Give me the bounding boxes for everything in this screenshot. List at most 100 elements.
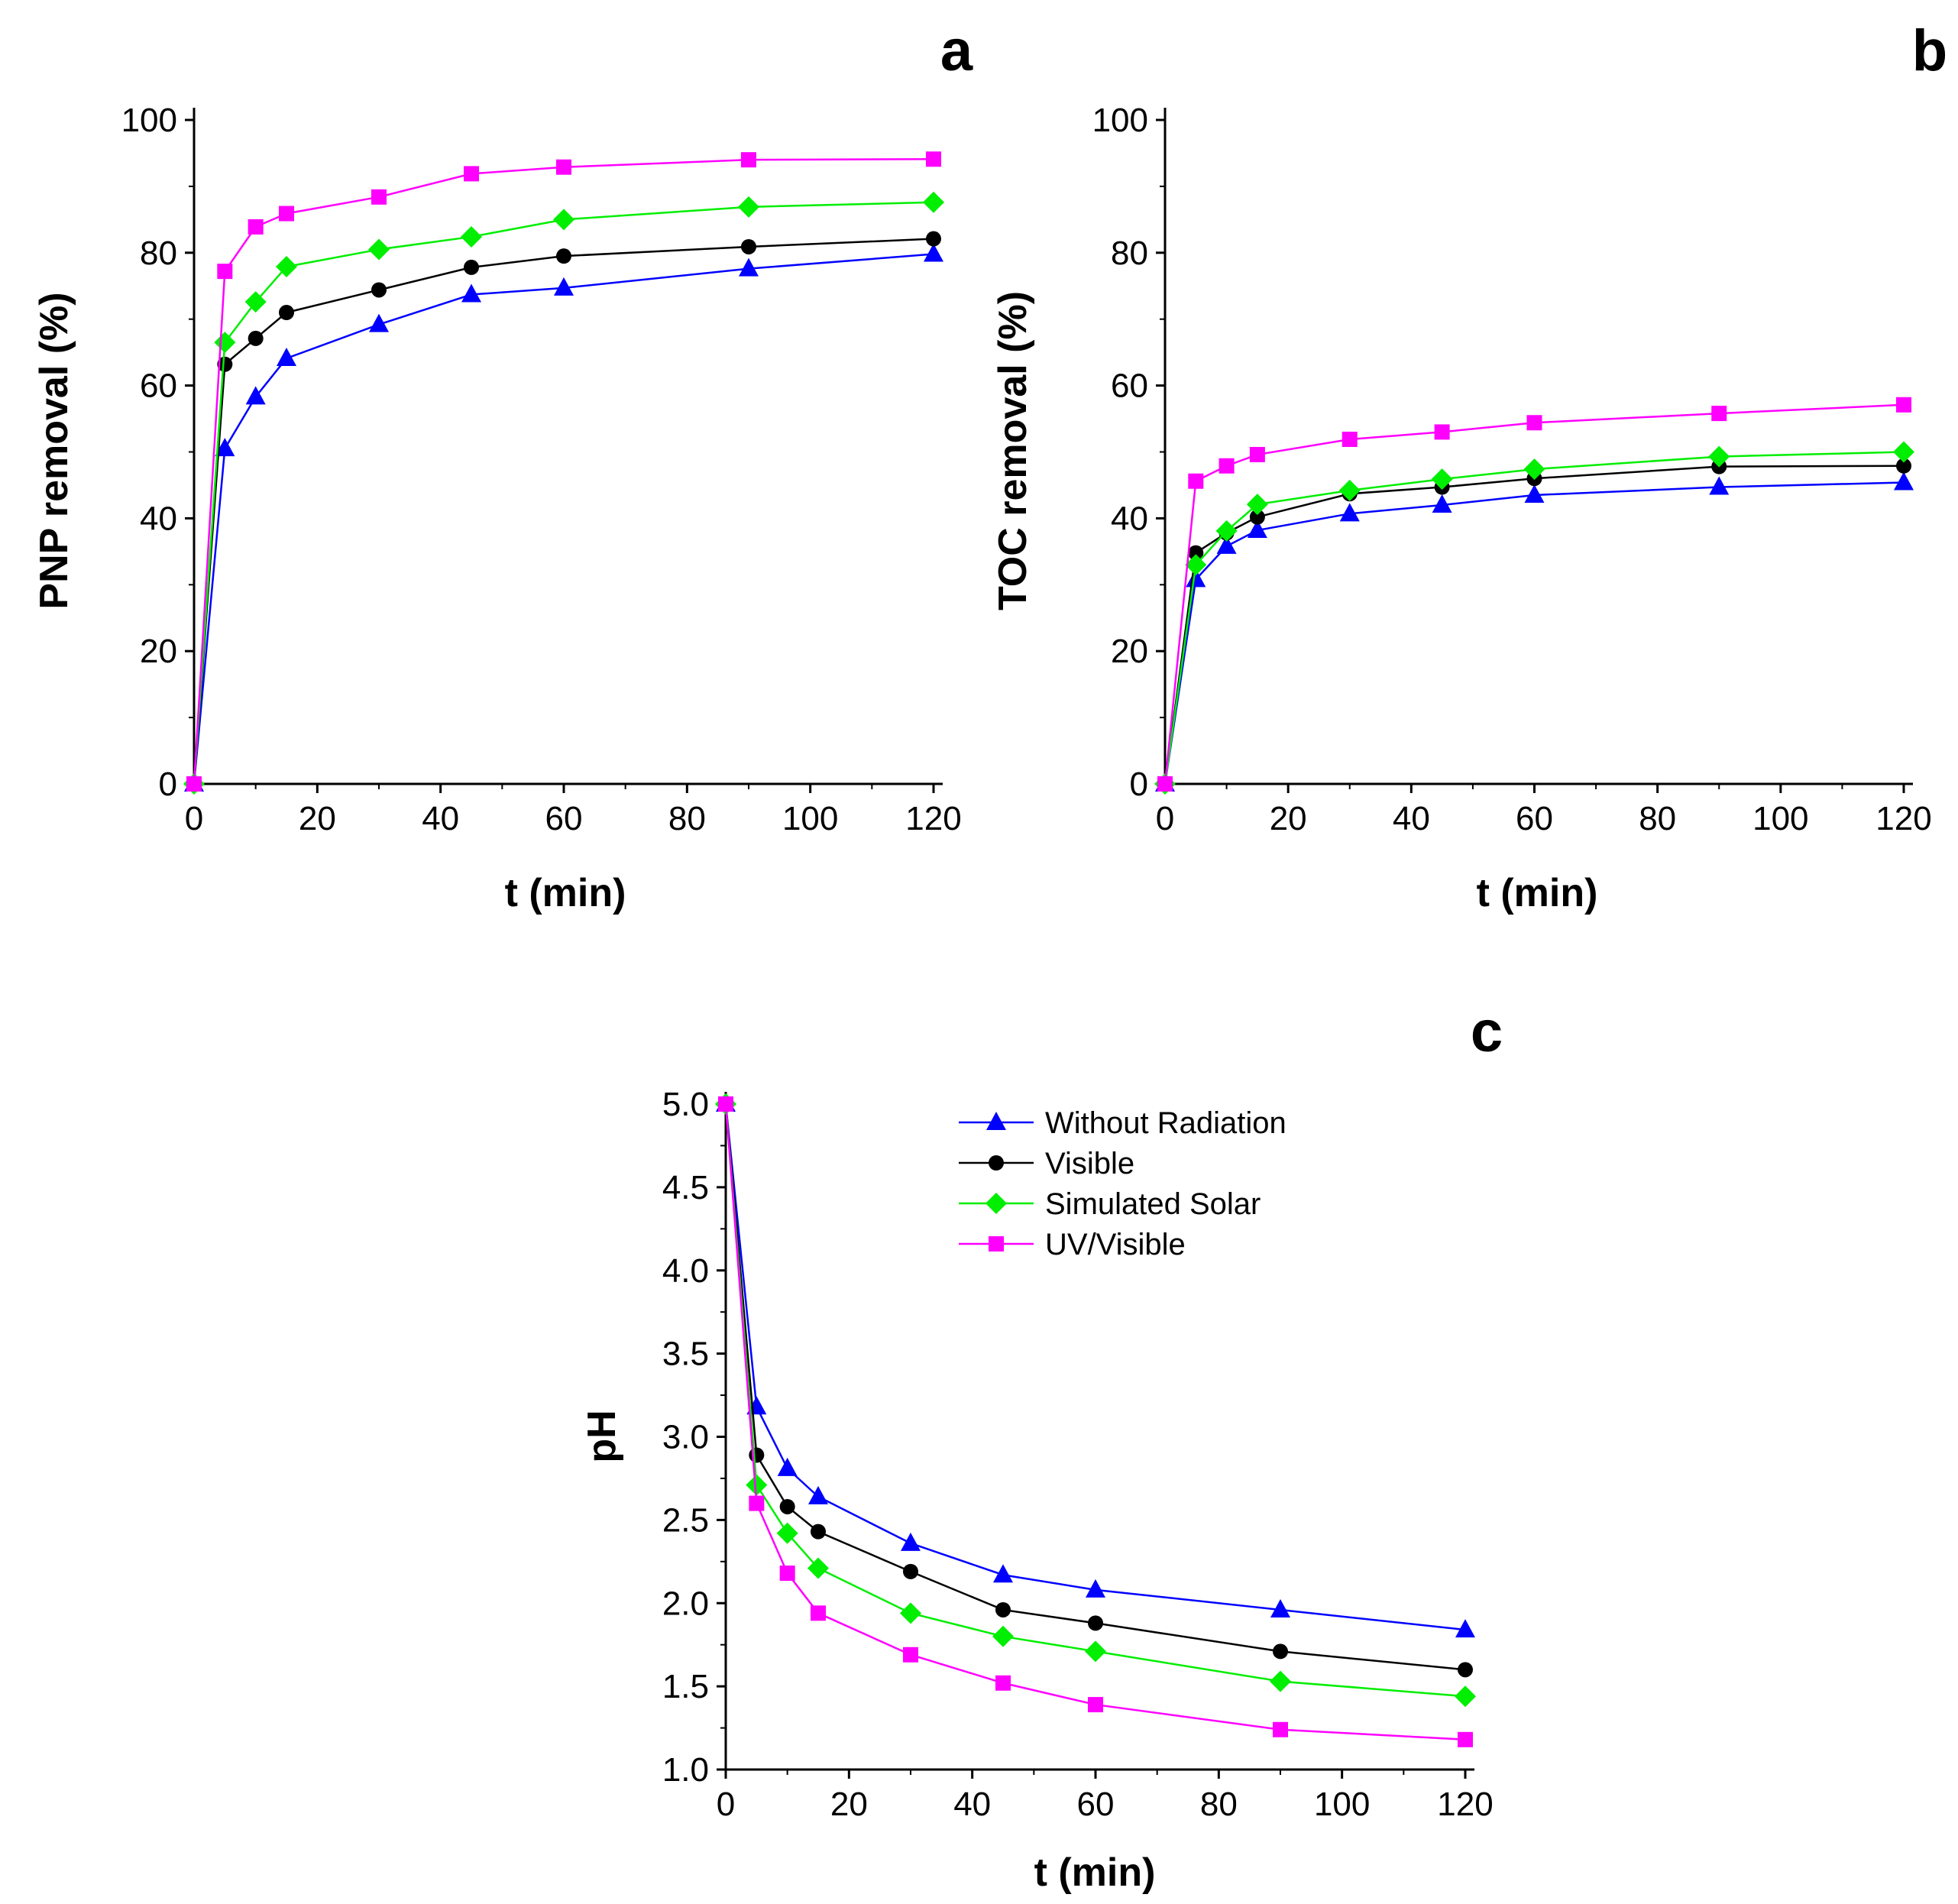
y-tick-label: 5.0	[662, 1086, 709, 1123]
x-tick-label: 20	[299, 800, 336, 837]
data-point-without_radiation	[1709, 476, 1730, 495]
x-tick-label: 40	[1393, 800, 1430, 837]
legend-label: Without Radiation	[1045, 1106, 1286, 1140]
data-point-simulated_solar	[1215, 520, 1238, 542]
data-point-without_radiation	[1432, 494, 1452, 513]
panel-c-chart: 0 20 40 60 80 100 120 1.0 1.5 2.0 2.5 3.0 3.5 4.0 4.5 5…	[580, 999, 1503, 1895]
data-point-uv_visible	[779, 1566, 795, 1582]
y-tick-label: 2.0	[662, 1585, 709, 1622]
data-point-simulated_solar	[776, 1522, 798, 1544]
x-tick-label: 0	[1156, 800, 1174, 837]
data-point-uv_visible	[903, 1647, 918, 1663]
y-tick-label: 100	[1092, 102, 1148, 139]
x-tick-label: 60	[1516, 800, 1553, 837]
data-point-visible	[1088, 1615, 1103, 1631]
data-point-without_radiation	[746, 1396, 767, 1415]
data-point-uv_visible	[1273, 1721, 1288, 1737]
data-point-uv_visible	[1526, 415, 1542, 431]
legend-item-uv_visible: UV/Visible	[959, 1228, 1186, 1261]
x-tick-label: 40	[953, 1786, 991, 1823]
data-point-visible	[1273, 1643, 1288, 1660]
y-tick-label: 20	[140, 633, 177, 670]
x-tick-label: 40	[422, 800, 459, 837]
data-point-simulated_solar	[1270, 1670, 1291, 1692]
legend: Without Radiation Visible Simulated Solar U…	[959, 1106, 1286, 1261]
data-point-without_radiation	[461, 283, 481, 303]
data-point-visible	[464, 259, 479, 275]
data-point-simulated_solar	[1246, 494, 1268, 516]
data-point-without_radiation	[993, 1564, 1013, 1583]
data-point-uv_visible	[186, 776, 202, 792]
legend-marker-visible	[989, 1155, 1004, 1171]
data-point-simulated_solar	[807, 1557, 829, 1579]
data-point-visible	[1188, 545, 1204, 561]
y-tick-label: 4.0	[662, 1252, 709, 1290]
x-tick-label: 80	[668, 800, 706, 837]
x-tick-label: 100	[1752, 800, 1808, 837]
data-point-without_radiation	[924, 243, 943, 262]
data-point-visible	[811, 1524, 826, 1540]
data-point-uv_visible	[1896, 397, 1911, 413]
data-point-visible	[248, 330, 264, 346]
data-point-uv_visible	[1458, 1731, 1473, 1747]
y-tick-label: 4.5	[662, 1169, 709, 1206]
data-point-uv_visible	[217, 264, 233, 280]
x-tick-label: 20	[830, 1786, 868, 1823]
data-point-without_radiation	[1086, 1579, 1105, 1598]
legend-label: Simulated Solar	[1045, 1187, 1261, 1221]
data-point-uv_visible	[1088, 1697, 1103, 1713]
x-tick-label: 80	[1639, 800, 1676, 837]
x-axis-title: t (min)	[1477, 871, 1598, 915]
y-tick-label: 1.5	[662, 1668, 709, 1705]
y-tick-label: 1.0	[662, 1751, 709, 1789]
x-tick-label: 60	[1077, 1786, 1115, 1823]
data-point-uv_visible	[1249, 446, 1265, 462]
data-point-uv_visible	[371, 189, 387, 205]
data-point-without_radiation	[777, 1457, 798, 1476]
y-tick-label: 80	[1111, 235, 1148, 272]
data-point-simulated_solar	[738, 196, 759, 218]
data-point-without_radiation	[901, 1532, 921, 1551]
data-point-simulated_solar	[1523, 458, 1545, 481]
y-axis-title: TOC removal (%)	[991, 291, 1035, 610]
panel-a-chart: 0 20 40 60 80 100 120 0 20 40 60 80 100 t (min) PNP re…	[32, 18, 973, 915]
data-point-uv_visible	[995, 1675, 1011, 1691]
data-point-without_radiation	[1524, 484, 1545, 503]
panel-label: a	[940, 18, 973, 83]
y-axis-title: PNP removal (%)	[32, 292, 76, 609]
legend-marker-simulated_solar	[985, 1193, 1007, 1214]
data-point-simulated_solar	[368, 238, 390, 261]
data-point-visible	[995, 1601, 1011, 1617]
x-tick-label: 0	[185, 800, 203, 837]
data-point-visible	[1458, 1662, 1473, 1678]
data-point-without_radiation	[1186, 568, 1206, 588]
data-point-uv_visible	[248, 219, 264, 235]
data-point-without_radiation	[1216, 535, 1237, 554]
y-tick-label: 3.5	[662, 1336, 709, 1373]
data-point-simulated_solar	[1455, 1685, 1476, 1708]
data-point-uv_visible	[1711, 406, 1727, 422]
x-axis-title: t (min)	[505, 871, 626, 915]
data-point-without_radiation	[1247, 520, 1267, 539]
data-point-uv_visible	[718, 1096, 733, 1112]
data-point-visible	[779, 1498, 795, 1514]
y-axis-title: pH	[580, 1410, 624, 1462]
data-point-simulated_solar	[276, 256, 297, 278]
x-tick-label: 80	[1200, 1786, 1238, 1823]
x-tick-label: 100	[782, 800, 838, 837]
data-point-simulated_solar	[1893, 441, 1914, 463]
y-tick-label: 60	[140, 368, 177, 405]
x-tick-label: 60	[545, 800, 583, 837]
x-tick-label: 120	[1875, 800, 1931, 837]
y-tick-label: 0	[159, 766, 177, 803]
y-tick-label: 2.5	[662, 1501, 709, 1539]
data-point-uv_visible	[811, 1605, 826, 1621]
x-tick-label: 20	[1270, 800, 1307, 837]
data-point-visible	[903, 1563, 918, 1579]
legend-item-visible: Visible	[959, 1147, 1134, 1180]
legend-item-without_radiation: Without Radiation	[959, 1106, 1286, 1140]
data-point-simulated_solar	[1338, 479, 1361, 501]
data-point-visible	[556, 248, 571, 264]
panel-label: c	[1471, 999, 1503, 1064]
